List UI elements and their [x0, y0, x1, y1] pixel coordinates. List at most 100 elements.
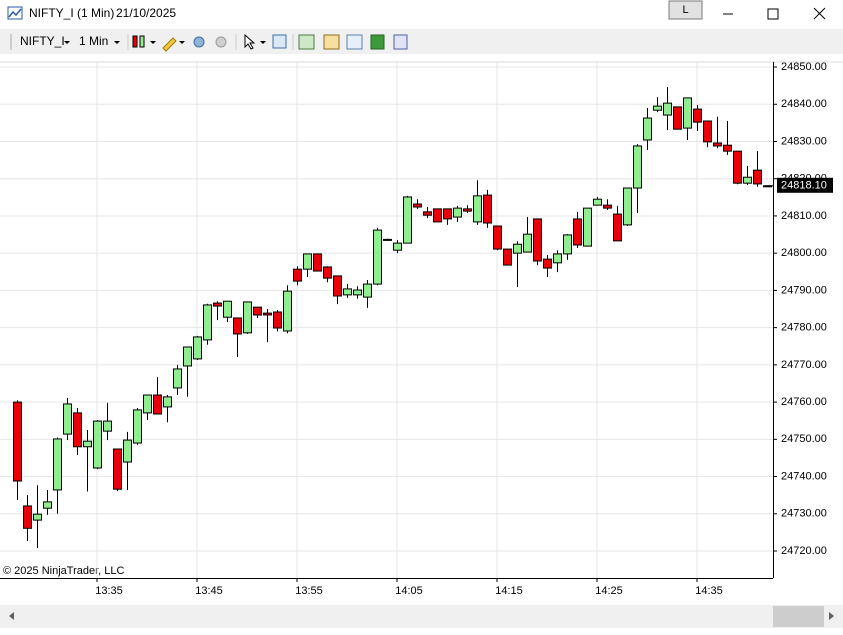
candle-body	[623, 187, 632, 226]
candle-body	[473, 195, 482, 223]
candle-body	[543, 258, 552, 269]
candle-body	[233, 317, 242, 335]
candle-body	[193, 336, 202, 360]
candle-body	[703, 120, 712, 143]
candle-body	[313, 253, 322, 272]
candle-body	[483, 194, 492, 224]
candle-body	[513, 243, 522, 254]
candle-body	[463, 208, 472, 212]
candle-body	[303, 253, 312, 270]
candle-body	[43, 501, 52, 509]
candle-body	[733, 150, 742, 184]
candle-body	[153, 394, 162, 415]
candle-body	[213, 302, 222, 307]
instrument-selector[interactable]: NIFTY_I	[20, 34, 65, 48]
candle-body	[23, 505, 32, 529]
candle-body	[583, 207, 592, 247]
candle-body	[433, 208, 442, 223]
candle-body	[573, 218, 582, 246]
draw-tool-icon[interactable]	[162, 37, 177, 52]
scroll-right[interactable]	[829, 612, 834, 620]
watermark: © 2025 NinjaTrader, LLC	[3, 565, 124, 577]
dropdown-arrow	[260, 41, 266, 44]
chart-style-icon[interactable]	[139, 35, 145, 48]
candle-body	[263, 312, 272, 316]
y-tick-label: 24800.00	[781, 247, 827, 259]
data-box-icon[interactable]	[272, 34, 287, 49]
candle-body	[133, 409, 142, 444]
candle-body	[523, 233, 532, 253]
candle-body	[603, 204, 612, 209]
properties-icon[interactable]	[393, 34, 408, 50]
order-icon[interactable]	[370, 34, 385, 50]
close[interactable]	[813, 7, 826, 20]
candle-body	[353, 289, 362, 296]
last-price-label: 24818.10	[781, 180, 827, 192]
templates-icon[interactable]	[346, 34, 363, 50]
x-tick-label: 13:35	[95, 585, 123, 597]
chart-style-icon[interactable]	[132, 35, 138, 48]
candle-body	[333, 275, 342, 297]
candle-body	[633, 145, 642, 189]
candle-body	[273, 311, 282, 329]
candle-body	[383, 238, 392, 241]
candle-body	[493, 225, 502, 250]
candle-body	[103, 420, 112, 432]
candle-body	[663, 102, 672, 116]
interval-selector[interactable]: 1 Min	[79, 34, 108, 48]
candle-body	[73, 412, 82, 448]
y-tick-label: 24830.00	[781, 135, 827, 147]
candle-body	[373, 229, 382, 285]
candle-body	[243, 301, 252, 334]
candle-body	[593, 198, 602, 206]
candle-body	[183, 346, 192, 367]
candle-body	[253, 306, 262, 316]
candle-body	[743, 176, 752, 184]
candle-body	[453, 207, 462, 218]
candle-body	[403, 196, 412, 244]
candle-body	[343, 288, 352, 296]
dropdown-arrow	[179, 41, 185, 44]
candle-body	[203, 304, 212, 341]
candle-body	[673, 106, 682, 130]
y-tick-label: 24780.00	[781, 322, 827, 334]
zoom-icon[interactable]	[193, 36, 205, 48]
indicators-icon[interactable]	[298, 34, 315, 50]
x-tick-label: 14:15	[495, 585, 523, 597]
y-tick-label: 24770.00	[781, 359, 827, 371]
candle-body	[63, 403, 72, 435]
scroll-thumb[interactable]	[773, 606, 824, 627]
scroll-left[interactable]	[9, 612, 14, 620]
candle-body	[163, 396, 172, 408]
candle-body	[653, 105, 662, 111]
candle-body	[443, 208, 452, 220]
y-tick-label: 24730.00	[781, 508, 827, 520]
y-tick-label: 24840.00	[781, 98, 827, 110]
candle-body	[503, 248, 512, 266]
candle-body	[723, 144, 732, 152]
candle-body	[643, 117, 652, 141]
zoom-out-icon[interactable]	[215, 36, 227, 48]
candle-body	[413, 203, 422, 208]
l-button[interactable]	[668, 0, 703, 20]
last-price-box	[777, 177, 833, 193]
strategies-icon[interactable]	[323, 34, 340, 50]
x-tick-label: 13:45	[195, 585, 223, 597]
candle-body	[13, 401, 22, 482]
candle-body	[553, 253, 562, 264]
window-title: NIFTY_I (1 Min)	[29, 6, 114, 20]
x-tick-label: 14:35	[695, 585, 723, 597]
pointer-icon[interactable]	[244, 33, 256, 50]
candle-body	[53, 438, 62, 491]
y-tick-label: 24720.00	[781, 545, 827, 557]
candle-body	[113, 448, 122, 490]
y-tick-label: 24750.00	[781, 433, 827, 445]
y-tick-label: 24790.00	[781, 284, 827, 296]
candle-body	[533, 218, 542, 262]
scrollbar[interactable]	[0, 605, 843, 628]
maximize[interactable]	[767, 8, 779, 20]
candle-body	[713, 142, 722, 147]
l-button-label[interactable]: L	[682, 4, 688, 16]
candle-body	[173, 368, 182, 389]
